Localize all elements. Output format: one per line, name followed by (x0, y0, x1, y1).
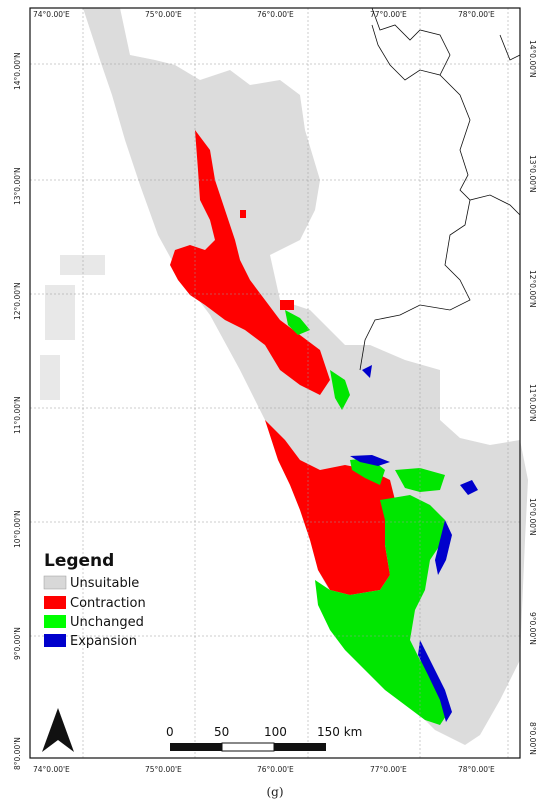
legend-item-contraction: Contraction (44, 596, 146, 611)
right-label-3: 12°0.00'N (528, 270, 537, 308)
legend-item-expansion: Expansion (44, 634, 137, 649)
right-label-1: 14°0.00'N (528, 40, 537, 78)
right-label-5: 10°0.00'N (528, 498, 537, 536)
figure-caption: (g) (266, 785, 284, 799)
legend-label-expansion: Expansion (70, 634, 137, 649)
left-label-4: 11°0.00'N (13, 396, 22, 434)
scale-segment-3 (274, 743, 326, 751)
right-label-2: 13°0.00'N (528, 155, 537, 193)
scale-segment-1 (170, 743, 222, 751)
legend-label-unsuitable: Unsuitable (70, 576, 139, 591)
top-label-3: 76°0.00'E (257, 10, 294, 19)
top-label-2: 75°0.00'E (145, 10, 182, 19)
bottom-label-5: 78°0.00'E (458, 765, 495, 774)
legend-swatch-unchanged (44, 615, 66, 628)
legend-item-unchanged: Unchanged (44, 615, 144, 630)
scale-label-50: 50 (214, 725, 229, 739)
graticule (30, 8, 520, 758)
scale-segment-2 (221, 742, 275, 752)
right-label-4: 11°0.00'N (528, 384, 537, 422)
left-label-6: 9°0.00'N (13, 627, 22, 660)
bottom-label-3: 76°0.00'E (257, 765, 294, 774)
scale-label-100: 100 (264, 725, 287, 739)
left-label-3: 12°0.00'N (13, 282, 22, 320)
right-label-6: 9°0.00'N (528, 612, 537, 645)
legend-swatch-contraction (44, 596, 66, 609)
scale-bar: 0 50 100 150 km (166, 725, 362, 752)
north-arrow-icon (42, 708, 74, 752)
left-label-7: 8°0.00'N (13, 737, 22, 770)
scale-label-150km: 150 km (317, 725, 362, 739)
legend: Legend Unsuitable Contraction Unchanged … (43, 551, 146, 649)
state-boundaries (359, 7, 521, 371)
legend-label-unchanged: Unchanged (70, 615, 144, 630)
map-frame: 74°0.00'E 75°0.00'E 76°0.00'E 77°0.00'E … (13, 7, 537, 774)
top-label-5: 78°0.00'E (458, 10, 495, 19)
legend-title: Legend (44, 551, 114, 571)
map-border (29, 7, 521, 759)
bottom-label-4: 77°0.00'E (370, 765, 407, 774)
legend-item-unsuitable: Unsuitable (43, 575, 139, 591)
top-label-4: 77°0.00'E (370, 10, 407, 19)
legend-swatch-unsuitable (43, 575, 67, 590)
bottom-label-1: 74°0.00'E (33, 765, 70, 774)
right-label-7: 8°0.00'N (528, 722, 537, 755)
left-label-1: 14°0.00'N (13, 52, 22, 90)
scale-label-0: 0 (166, 725, 174, 739)
left-label-2: 13°0.00'N (13, 167, 22, 205)
expansion-patches (350, 365, 478, 722)
left-label-5: 10°0.00'N (13, 510, 22, 548)
legend-label-contraction: Contraction (70, 596, 146, 611)
top-label-1: 74°0.00'E (33, 10, 70, 19)
legend-swatch-expansion (44, 634, 66, 647)
bottom-label-2: 75°0.00'E (145, 765, 182, 774)
